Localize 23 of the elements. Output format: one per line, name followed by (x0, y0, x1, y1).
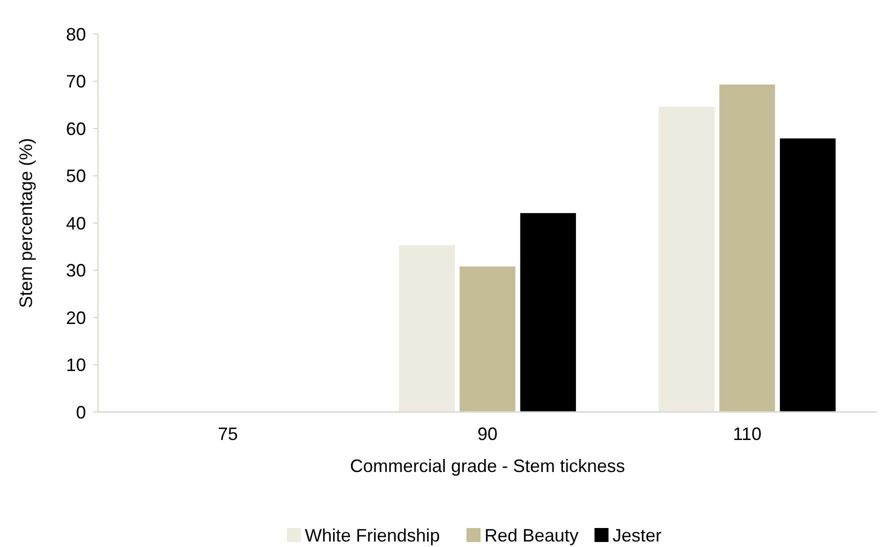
x-tick-label: 90 (477, 424, 498, 444)
bar (520, 213, 576, 412)
legend-label: White Friendship (304, 525, 440, 546)
y-tick-label: 30 (66, 260, 86, 281)
y-tick-label: 10 (66, 355, 86, 376)
y-tick-label: 60 (66, 118, 86, 139)
y-tick-label: 40 (66, 213, 86, 234)
bar (399, 245, 455, 412)
bar (780, 138, 836, 412)
y-tick-label: 20 (66, 308, 86, 328)
x-tick-label: 110 (732, 424, 762, 444)
y-tick-label: 80 (66, 24, 86, 44)
y-tick-label: 50 (66, 166, 86, 186)
y-tick-label: 70 (66, 72, 86, 92)
x-tick-label: 75 (218, 424, 238, 444)
x-axis-title: Commercial grade - Stem tickness (350, 456, 626, 476)
bar (719, 84, 776, 412)
bar (460, 266, 516, 412)
legend-label: Red Beauty (484, 525, 579, 546)
bar (658, 106, 714, 412)
y-tick-label: 0 (76, 402, 86, 422)
legend-label: Jester (612, 525, 662, 546)
y-axis-title: Stem percentage (%) (16, 138, 36, 308)
